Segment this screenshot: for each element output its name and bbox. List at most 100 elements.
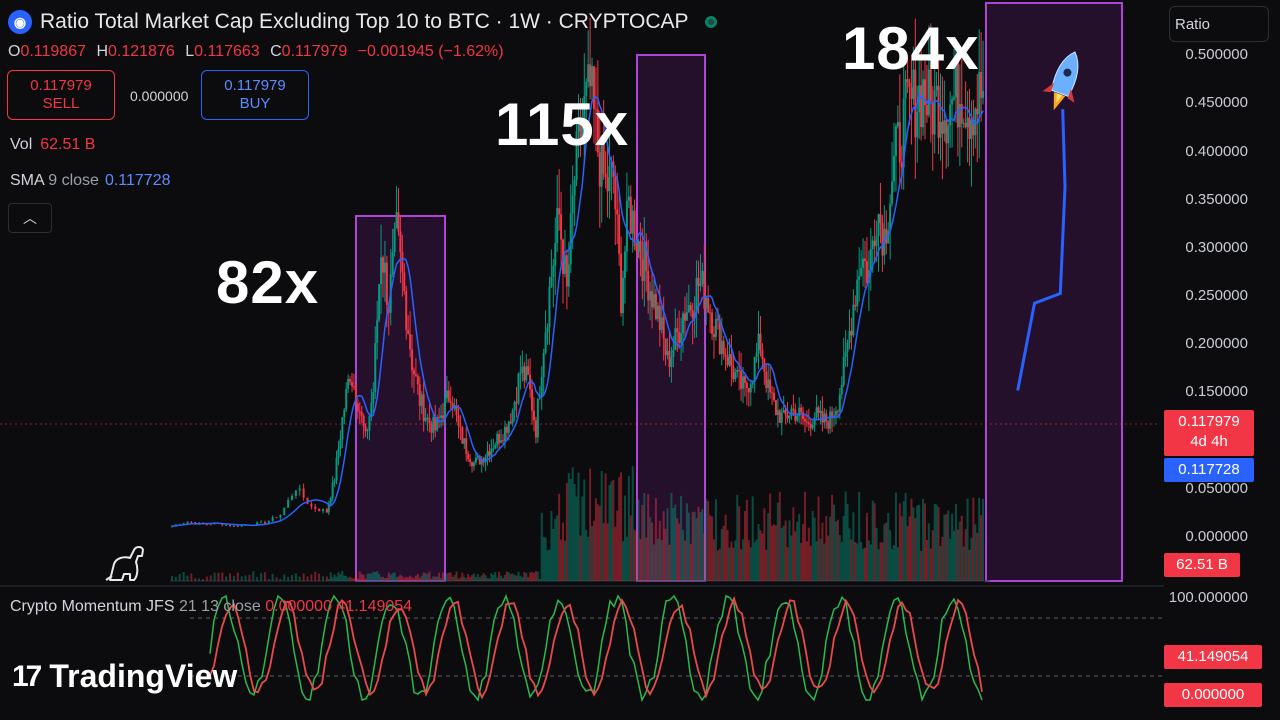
- candle-body: [802, 411, 805, 420]
- volume-bar: [534, 571, 537, 581]
- candle-body: [587, 64, 590, 83]
- candle-body: [751, 381, 754, 385]
- volume-bar: [945, 514, 948, 581]
- candle-body: [422, 394, 425, 422]
- volume-bar: [451, 576, 454, 581]
- candle-body: [964, 122, 967, 128]
- candle-body: [894, 126, 897, 157]
- volume-bar: [722, 525, 725, 581]
- volume-bar: [786, 547, 789, 581]
- candle-body: [523, 366, 526, 381]
- volume-bar: [532, 572, 535, 581]
- collapse-legend-button[interactable]: ︿: [8, 203, 52, 233]
- candle-body: [803, 419, 806, 422]
- candle-body: [380, 257, 383, 285]
- candle-body: [829, 411, 832, 429]
- volume-bar: [680, 495, 683, 581]
- y-tick-label: 0.500000: [1185, 46, 1248, 63]
- candle-body: [776, 410, 779, 415]
- volume-bar: [484, 575, 487, 581]
- volume-legend[interactable]: Vol 62.51 B: [10, 136, 95, 154]
- candle-body: [918, 85, 921, 113]
- open-value: 0.119867: [20, 43, 86, 60]
- candle-body: [374, 343, 377, 393]
- candle-body: [381, 257, 384, 273]
- candle-body: [372, 392, 375, 403]
- sma-legend[interactable]: SMA 9 close 0.117728: [10, 172, 171, 190]
- scale-mode-button[interactable]: Ratio: [1169, 6, 1269, 42]
- volume-bar: [953, 530, 956, 581]
- volume-bar: [459, 577, 462, 581]
- volume-bar: [972, 497, 975, 581]
- volume-bar: [370, 573, 373, 581]
- volume-bar: [341, 571, 344, 581]
- volume-bar: [666, 508, 669, 581]
- candle-body: [658, 305, 661, 331]
- volume-bar: [426, 573, 429, 581]
- tradingview-logo[interactable]: 17 TradingView: [12, 658, 237, 695]
- candle-body: [651, 291, 654, 308]
- volume-bar: [523, 571, 526, 581]
- candle-body: [581, 119, 584, 140]
- momentum-badge-bg: [1164, 645, 1262, 669]
- candle-body: [447, 390, 450, 402]
- candle-body: [465, 438, 468, 454]
- candle-body: [560, 214, 563, 240]
- indicator-legend[interactable]: Crypto Momentum JFS 21 13 close 0.000000…: [10, 598, 412, 616]
- candle-body: [325, 509, 328, 513]
- volume-bar: [393, 572, 396, 581]
- volume-bar: [798, 513, 801, 581]
- volume-bar: [639, 538, 642, 581]
- volume-bar: [978, 497, 981, 581]
- candle-body: [486, 451, 489, 457]
- buy-button[interactable]: 0.117979 BUY: [201, 70, 309, 120]
- candle-body: [378, 284, 381, 320]
- volume-bar: [424, 573, 427, 581]
- candle-body: [912, 69, 915, 99]
- candle-body: [668, 351, 671, 367]
- candle-body: [879, 214, 882, 224]
- volume-bar: [910, 498, 913, 581]
- candle-body: [443, 398, 446, 419]
- volume-bar: [463, 576, 466, 581]
- volume-bar: [660, 540, 663, 581]
- candle-body: [403, 272, 406, 292]
- candle-body: [411, 349, 414, 371]
- candle-body: [798, 407, 801, 416]
- candle-body: [263, 521, 266, 524]
- volume-bar: [229, 573, 232, 581]
- candle-body: [693, 312, 696, 319]
- candle-body: [471, 461, 474, 467]
- volume-bar: [923, 503, 926, 581]
- candle-body: [457, 415, 460, 427]
- candle-body: [498, 433, 501, 444]
- volume-bar: [761, 533, 764, 581]
- volume-bar: [743, 511, 746, 581]
- candle-body: [589, 64, 592, 87]
- volume-bar: [842, 515, 845, 581]
- candle-body: [438, 416, 441, 418]
- rocket-icon: [1042, 51, 1079, 111]
- candle-body: [356, 403, 359, 412]
- sell-button[interactable]: 0.117979 SELL: [7, 70, 115, 120]
- momentum-zero-badge-bg: [1164, 683, 1262, 707]
- volume-bar: [240, 576, 243, 581]
- candle-body: [579, 121, 582, 140]
- candle-body: [171, 526, 173, 528]
- sma-price-badge-bg: [1164, 458, 1254, 482]
- candle-body: [585, 82, 588, 97]
- market-status-icon[interactable]: [704, 16, 717, 28]
- volume-bar: [794, 531, 797, 581]
- volume-bar: [236, 572, 239, 581]
- candle-body: [666, 351, 669, 356]
- volume-bar: [480, 575, 483, 581]
- volume-bar: [714, 499, 717, 581]
- candle-body: [937, 85, 940, 138]
- change-value: −0.001945 (−1.62%): [357, 43, 504, 60]
- volume-bar: [343, 575, 346, 581]
- volume-bar: [449, 572, 452, 581]
- volume-bar: [817, 496, 820, 581]
- volume-bar: [774, 525, 777, 581]
- volume-bar: [589, 468, 592, 581]
